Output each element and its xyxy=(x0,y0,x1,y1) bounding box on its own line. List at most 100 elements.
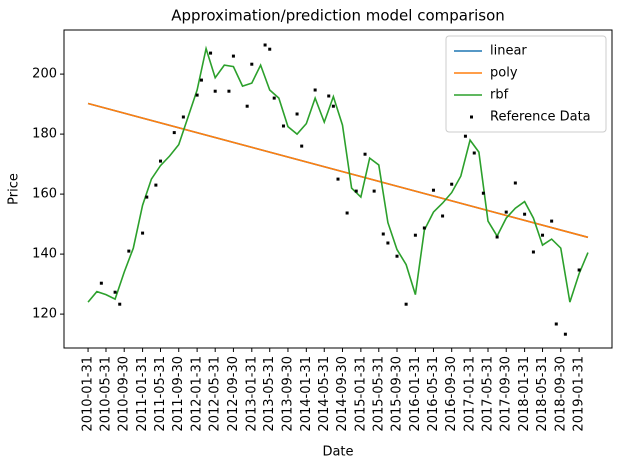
x-tick-label: 2014-09-30 xyxy=(335,356,350,432)
x-tick-label: 2012-09-30 xyxy=(226,356,241,432)
x-tick-label: 2011-09-30 xyxy=(171,356,186,432)
reference-point xyxy=(159,159,163,163)
reference-point xyxy=(472,151,476,155)
reference-point xyxy=(381,232,385,236)
x-tick-label: 2013-09-30 xyxy=(280,356,295,432)
reference-point xyxy=(422,226,426,230)
reference-point xyxy=(541,233,545,237)
reference-point xyxy=(213,89,217,93)
reference-point xyxy=(295,112,299,116)
legend-label: linear xyxy=(490,44,527,59)
reference-point xyxy=(272,96,276,100)
reference-point xyxy=(354,189,358,193)
x-tick-label: 2016-01-31 xyxy=(408,356,423,432)
series-line xyxy=(87,45,589,303)
reference-point xyxy=(281,124,285,128)
x-tick-label: 2013-05-31 xyxy=(262,356,277,432)
reference-point xyxy=(495,235,499,239)
reference-point xyxy=(313,88,317,92)
x-tick-label: 2011-01-31 xyxy=(135,356,150,432)
reference-point xyxy=(441,214,445,218)
reference-point xyxy=(268,47,272,51)
x-tick-label: 2017-05-31 xyxy=(480,356,495,432)
x-tick-label: 2010-01-31 xyxy=(81,356,96,432)
reference-point xyxy=(118,302,122,306)
reference-point xyxy=(504,210,508,214)
reference-point xyxy=(345,211,349,215)
x-tick-label: 2016-09-30 xyxy=(444,356,459,432)
x-tick-label: 2017-01-31 xyxy=(463,356,478,432)
reference-point xyxy=(395,254,399,258)
y-tick-label: 160 xyxy=(32,187,57,202)
reference-point xyxy=(145,195,149,199)
y-tick-label: 120 xyxy=(32,307,57,322)
x-axis-label: Date xyxy=(322,445,353,460)
legend-label: Reference Data xyxy=(490,110,591,125)
y-tick-label: 140 xyxy=(32,247,57,262)
reference-point xyxy=(263,43,267,47)
x-tick-label: 2012-05-31 xyxy=(208,356,223,432)
x-tick-label: 2018-05-31 xyxy=(535,356,550,432)
reference-point xyxy=(195,93,199,97)
y-tick-label: 180 xyxy=(32,127,57,142)
plot-frame xyxy=(63,29,613,349)
legend-label: poly xyxy=(490,66,518,81)
reference-point xyxy=(327,94,331,98)
reference-point xyxy=(386,241,390,245)
reference-point xyxy=(250,62,254,66)
x-tick-label: 2015-01-31 xyxy=(353,356,368,432)
reference-point xyxy=(127,249,131,253)
reference-point xyxy=(404,302,408,306)
reference-point xyxy=(563,332,567,336)
reference-point xyxy=(227,89,231,93)
reference-point xyxy=(577,268,581,272)
reference-point xyxy=(550,219,554,223)
reference-point xyxy=(336,177,340,181)
reference-point xyxy=(231,54,235,58)
reference-point xyxy=(199,78,203,82)
y-axis-label: Price xyxy=(7,173,22,205)
legend-label: rbf xyxy=(490,88,509,103)
reference-point xyxy=(154,183,158,187)
reference-point xyxy=(523,212,527,216)
reference-point xyxy=(181,115,185,119)
reference-point xyxy=(245,104,249,108)
x-tick-label: 2018-01-31 xyxy=(517,356,532,432)
reference-point xyxy=(413,233,417,237)
reference-point xyxy=(209,51,213,55)
x-tick-label: 2012-01-31 xyxy=(190,356,205,432)
x-tick-label: 2019-01-31 xyxy=(572,356,587,432)
reference-point xyxy=(113,290,117,294)
reference-point xyxy=(363,152,367,156)
x-tick-label: 2015-09-30 xyxy=(390,356,405,432)
y-tick-label: 200 xyxy=(32,67,57,82)
legend-box xyxy=(445,35,607,133)
x-tick-label: 2011-05-31 xyxy=(153,356,168,432)
x-tick-label: 2013-01-31 xyxy=(244,356,259,432)
reference-point xyxy=(531,250,535,254)
legend-marker xyxy=(470,115,473,119)
x-tick-label: 2015-05-31 xyxy=(371,356,386,432)
x-tick-label: 2014-01-31 xyxy=(299,356,314,432)
x-tick-label: 2014-05-31 xyxy=(317,356,332,432)
x-tick-label: 2017-09-30 xyxy=(499,356,514,432)
x-tick-label: 2018-09-30 xyxy=(553,356,568,432)
reference-point xyxy=(141,231,145,235)
reference-point xyxy=(554,322,558,326)
reference-point xyxy=(481,191,485,195)
reference-point xyxy=(431,188,435,192)
reference-point xyxy=(99,281,103,285)
reference-point xyxy=(172,131,176,135)
reference-point xyxy=(450,182,454,186)
series-line xyxy=(87,102,589,239)
chart-title: Approximation/prediction model compariso… xyxy=(171,7,505,25)
x-tick-label: 2016-05-31 xyxy=(426,356,441,432)
x-tick-label: 2010-09-30 xyxy=(117,356,132,432)
reference-point xyxy=(513,181,517,185)
reference-point xyxy=(463,134,467,138)
reference-point xyxy=(300,144,304,148)
reference-point xyxy=(372,189,376,193)
reference-point xyxy=(331,104,335,108)
x-tick-label: 2010-05-31 xyxy=(98,356,113,432)
